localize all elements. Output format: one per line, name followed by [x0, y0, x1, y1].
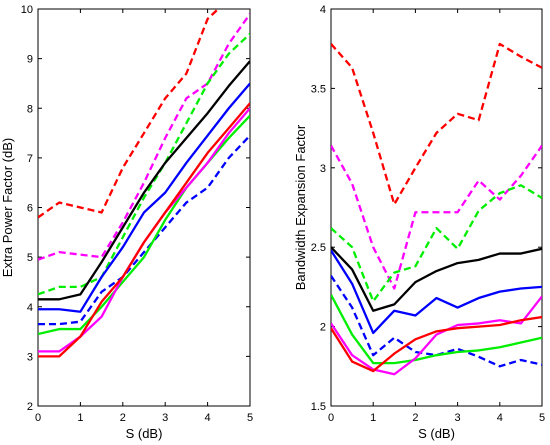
chart0-x-tick-label: 1: [77, 412, 83, 424]
chart0-y-tick-label: 3: [27, 351, 33, 363]
chart0-series-line-8: [38, 102, 250, 358]
chart1-x-tick-label: 5: [539, 412, 545, 424]
chart0-series-line-1: [38, 13, 250, 261]
chart1-x-tick-label: 3: [455, 412, 461, 424]
chart1-axes-box: [330, 8, 543, 407]
left-chart-extra-power-factor: 0 1 2 3 4 5 2 3 4 5 6 7 8 9 10 S (dB) Extra Power Factor…: [0, 4, 253, 441]
chart1-series-line-6: [331, 294, 542, 365]
chart1-series-line-2: [331, 184, 542, 303]
chart0-y-tick-label: 4: [27, 302, 33, 314]
chart0-series-line-2: [38, 32, 250, 296]
chart1-y-axis-title: Bandwidth Expansion Factor: [293, 124, 308, 290]
chart1-series-line-4: [331, 249, 542, 335]
chart1-series-line-0: [331, 42, 542, 206]
chart0-x-tick-label: 4: [205, 412, 211, 424]
chart0-y-tick-label: 10: [21, 4, 33, 16]
chart0-series-line-3: [38, 60, 250, 301]
chart1-y-tick-label: 1.5: [311, 401, 326, 413]
chart0-y-tick-label: 9: [27, 54, 33, 66]
chart0-x-tick-label: 3: [162, 412, 168, 424]
chart0-y-tick-label: 8: [27, 103, 33, 115]
chart1-x-tick-label: 0: [328, 412, 334, 424]
chart0-series-line-0: [38, 9, 220, 219]
chart0-x-tick-label: 5: [247, 412, 253, 424]
chart0-series-line-4: [38, 82, 250, 313]
chart1-x-axis-title: S (dB): [418, 426, 455, 441]
chart1-series-line-5: [331, 275, 542, 368]
right-chart-bandwidth-expansion-factor: 0 1 2 3 4 5 1.5 2 2.5 3 3.5 4 S (dB) Bandwidth Expans…: [293, 4, 545, 441]
chart0-y-tick-label: 2: [27, 401, 33, 413]
chart0-y-tick-label: 6: [27, 203, 33, 215]
chart1-series-line-8: [331, 315, 542, 373]
chart1-series-line-3: [331, 246, 542, 312]
chart0-y-tick-label: 5: [27, 252, 33, 264]
chart1-x-tick-label: 4: [497, 412, 503, 424]
chart1-series-line-7: [331, 295, 542, 376]
chart0-x-tick-label: 2: [120, 412, 126, 424]
chart1-y-tick-label: 2: [320, 322, 326, 334]
chart1-y-tick-label: 3: [320, 163, 326, 175]
chart1-y-tick-label: 3.5: [311, 83, 326, 95]
chart1-y-tick-label: 2.5: [311, 242, 326, 254]
chart0-x-axis-title: S (dB): [126, 426, 163, 441]
chart0-y-tick-label: 7: [27, 153, 33, 165]
chart1-x-tick-label: 1: [370, 412, 376, 424]
chart0-x-tick-label: 0: [35, 412, 41, 424]
chart1-x-tick-label: 2: [412, 412, 418, 424]
chart0-series-line-5: [38, 134, 250, 326]
chart0-y-axis-title: Extra Power Factor (dB): [0, 138, 15, 277]
chart1-y-tick-label: 4: [320, 4, 326, 16]
chart1-series-line-1: [331, 144, 542, 290]
